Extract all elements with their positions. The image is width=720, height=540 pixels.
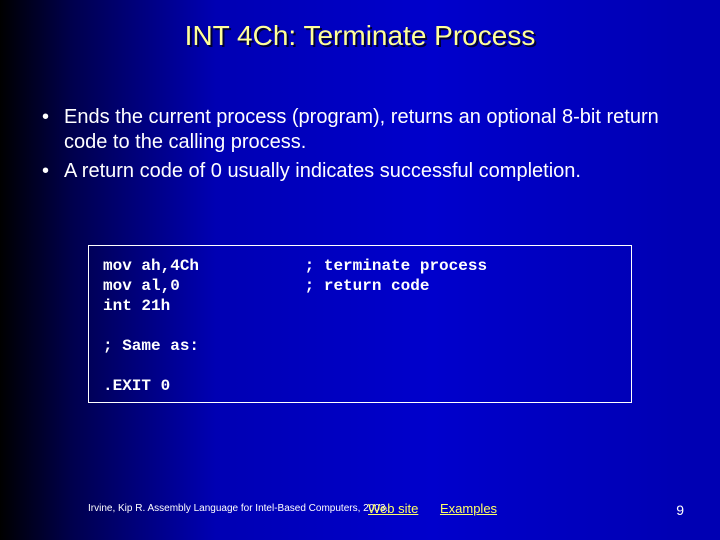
footer-links: Web site Examples	[368, 501, 515, 516]
slide: INT 4Ch: Terminate Process Ends the curr…	[0, 0, 720, 540]
footer-citation: Irvine, Kip R. Assembly Language for Int…	[88, 503, 388, 514]
slide-title: INT 4Ch: Terminate Process	[0, 20, 720, 52]
bullet-item: A return code of 0 usually indicates suc…	[60, 159, 680, 184]
page-number: 9	[676, 502, 684, 518]
bullet-list: Ends the current process (program), retu…	[38, 105, 680, 188]
bullet-item: Ends the current process (program), retu…	[60, 105, 680, 155]
code-block: mov ah,4Ch ; terminate process mov al,0 …	[88, 245, 632, 403]
website-link[interactable]: Web site	[368, 501, 418, 516]
examples-link[interactable]: Examples	[440, 501, 497, 516]
